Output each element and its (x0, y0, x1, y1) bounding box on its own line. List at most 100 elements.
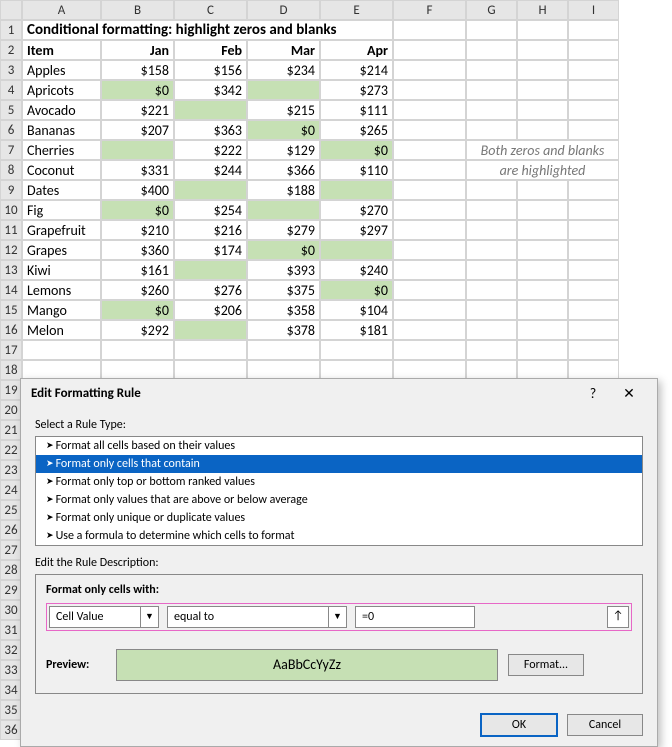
row-header[interactable]: 19 (0, 380, 22, 400)
cancel-button[interactable]: Cancel (567, 714, 643, 736)
row-header[interactable]: 8 (0, 160, 22, 180)
data-cell[interactable] (174, 260, 247, 280)
row-header[interactable]: 18 (0, 360, 22, 380)
row-header[interactable]: 6 (0, 120, 22, 140)
ok-button[interactable]: OK (481, 714, 557, 736)
rule-type-item[interactable]: Format all cells based on their values (36, 437, 642, 455)
row-header[interactable]: 5 (0, 100, 22, 120)
data-cell[interactable] (174, 180, 247, 200)
row-header[interactable]: 27 (0, 540, 22, 560)
rule-type-item[interactable]: Format only unique or duplicate values (36, 509, 642, 527)
row-header[interactable]: 21 (0, 420, 22, 440)
row-header[interactable]: 33 (0, 660, 22, 680)
data-cell[interactable]: $156 (174, 60, 247, 80)
data-cell[interactable]: $174 (174, 240, 247, 260)
data-cell[interactable] (247, 80, 320, 100)
data-cell[interactable]: $244 (174, 160, 247, 180)
data-cell[interactable]: $104 (320, 300, 393, 320)
row-header[interactable]: 3 (0, 60, 22, 80)
data-cell[interactable]: $0 (101, 300, 174, 320)
data-cell[interactable]: $360 (101, 240, 174, 260)
data-cell[interactable]: $375 (247, 280, 320, 300)
row-header[interactable]: 31 (0, 620, 22, 640)
data-cell[interactable]: $378 (247, 320, 320, 340)
row-header[interactable]: 25 (0, 500, 22, 520)
rule-type-item[interactable]: Format only values that are above or bel… (36, 491, 642, 509)
row-header[interactable]: 29 (0, 580, 22, 600)
format-button[interactable]: Format... (508, 654, 584, 676)
data-cell[interactable]: $240 (320, 260, 393, 280)
column-header[interactable]: G (466, 0, 517, 20)
row-header[interactable]: 22 (0, 440, 22, 460)
column-header[interactable]: F (393, 0, 466, 20)
row-header[interactable]: 10 (0, 200, 22, 220)
column-header[interactable]: H (517, 0, 568, 20)
data-cell[interactable]: $393 (247, 260, 320, 280)
row-header[interactable]: 9 (0, 180, 22, 200)
data-cell[interactable]: $342 (174, 80, 247, 100)
row-header[interactable]: 4 (0, 80, 22, 100)
row-header[interactable]: 36 (0, 720, 22, 740)
row-header[interactable]: 11 (0, 220, 22, 240)
rule-type-item[interactable]: Format only cells that contain (36, 455, 642, 473)
data-cell[interactable]: $221 (101, 100, 174, 120)
help-button[interactable]: ? (575, 385, 611, 402)
data-cell[interactable]: $331 (101, 160, 174, 180)
data-cell[interactable]: $0 (247, 240, 320, 260)
column-header[interactable]: B (101, 0, 174, 20)
row-header[interactable]: 17 (0, 340, 22, 360)
data-cell[interactable]: $216 (174, 220, 247, 240)
row-header[interactable]: 15 (0, 300, 22, 320)
row-header[interactable]: 20 (0, 400, 22, 420)
data-cell[interactable]: $363 (174, 120, 247, 140)
row-header[interactable]: 13 (0, 260, 22, 280)
row-header[interactable]: 34 (0, 680, 22, 700)
row-header[interactable]: 14 (0, 280, 22, 300)
data-cell[interactable]: $188 (247, 180, 320, 200)
data-cell[interactable]: $254 (174, 200, 247, 220)
data-cell[interactable]: $279 (247, 220, 320, 240)
data-cell[interactable]: $214 (320, 60, 393, 80)
data-cell[interactable]: $234 (247, 60, 320, 80)
column-header[interactable]: D (247, 0, 320, 20)
data-cell[interactable]: $0 (101, 80, 174, 100)
data-cell[interactable]: $161 (101, 260, 174, 280)
data-cell[interactable]: $297 (320, 220, 393, 240)
column-header[interactable]: A (22, 0, 101, 20)
column-header[interactable]: I (568, 0, 619, 20)
row-header[interactable]: 28 (0, 560, 22, 580)
row-header[interactable]: 26 (0, 520, 22, 540)
row-header[interactable]: 7 (0, 140, 22, 160)
data-cell[interactable]: $358 (247, 300, 320, 320)
data-cell[interactable]: $260 (101, 280, 174, 300)
data-cell[interactable]: $158 (101, 60, 174, 80)
data-cell[interactable]: $0 (320, 140, 393, 160)
data-cell[interactable]: $276 (174, 280, 247, 300)
column-header[interactable]: E (320, 0, 393, 20)
data-cell[interactable]: $400 (101, 180, 174, 200)
data-cell[interactable]: $181 (320, 320, 393, 340)
data-cell[interactable]: $207 (101, 120, 174, 140)
close-button[interactable]: ✕ (611, 385, 647, 402)
data-cell[interactable]: $0 (247, 120, 320, 140)
data-cell[interactable]: $129 (247, 140, 320, 160)
rule-type-item[interactable]: Use a formula to determine which cells t… (36, 527, 642, 545)
row-header[interactable]: 1 (0, 20, 22, 40)
data-cell[interactable]: $366 (247, 160, 320, 180)
row-header[interactable]: 16 (0, 320, 22, 340)
rule-type-list[interactable]: Format all cells based on their valuesFo… (35, 436, 643, 546)
row-header[interactable]: 23 (0, 460, 22, 480)
row-header[interactable]: 32 (0, 640, 22, 660)
data-cell[interactable]: $265 (320, 120, 393, 140)
cell-value-dropdown[interactable]: Cell Value ▼ (49, 606, 159, 628)
data-cell[interactable]: $210 (101, 220, 174, 240)
data-cell[interactable]: $111 (320, 100, 393, 120)
range-selector-button[interactable]: ↑ (607, 606, 629, 628)
data-cell[interactable] (247, 200, 320, 220)
data-cell[interactable] (320, 240, 393, 260)
data-cell[interactable]: $110 (320, 160, 393, 180)
data-cell[interactable] (174, 320, 247, 340)
data-cell[interactable]: $292 (101, 320, 174, 340)
data-cell[interactable] (174, 100, 247, 120)
data-cell[interactable]: $206 (174, 300, 247, 320)
